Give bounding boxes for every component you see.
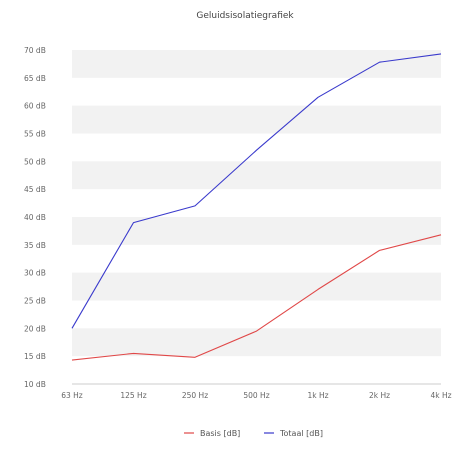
- legend-label: Basis [dB]: [200, 429, 240, 438]
- series-line-basis: [71, 234, 442, 361]
- grid-band: [72, 50, 441, 78]
- y-tick-label: 40 dB: [24, 213, 46, 222]
- x-tick-label: 500 Hz: [243, 391, 269, 400]
- y-tick-label: 20 dB: [24, 324, 46, 333]
- y-tick-label: 30 dB: [24, 269, 46, 278]
- grid-bands: [72, 50, 441, 357]
- x-tick-label: 63 Hz: [61, 391, 83, 400]
- grid-band: [72, 328, 441, 357]
- x-tick-label: 250 Hz: [182, 391, 208, 400]
- x-axis-ticks: 63 Hz 125 Hz 250 Hz 500 Hz 1k Hz 2k Hz 4k Hz: [61, 391, 451, 400]
- x-tick-label: 2k Hz: [369, 391, 390, 400]
- y-tick-label: 35 dB: [24, 241, 46, 250]
- grid-band: [72, 217, 441, 245]
- y-tick-label: 55 dB: [24, 130, 46, 139]
- grid-band: [72, 272, 441, 301]
- x-tick-label: 125 Hz: [120, 391, 146, 400]
- x-tick-label: 4k Hz: [430, 391, 451, 400]
- y-tick-label: 50 dB: [24, 157, 46, 166]
- y-tick-label: 65 dB: [24, 74, 46, 83]
- y-axis-ticks: 10 dB 15 dB 20 dB 25 dB 30 dB 35 dB 40 dB 45 dB…: [24, 46, 46, 389]
- grid-band: [72, 105, 441, 134]
- y-tick-label: 45 dB: [24, 185, 46, 194]
- legend-label: Totaal [dB]: [279, 429, 323, 438]
- grid-band: [72, 161, 441, 190]
- series-line-totaal: [71, 53, 442, 329]
- legend-item-totaal[interactable]: Totaal [dB]: [264, 429, 323, 438]
- y-tick-label: 70 dB: [24, 46, 46, 55]
- y-tick-label: 10 dB: [24, 380, 46, 389]
- x-tick-label: 1k Hz: [307, 391, 328, 400]
- series-lines: [71, 53, 442, 361]
- y-tick-label: 15 dB: [24, 352, 46, 361]
- chart-title: Geluidsisolatiegrafiek: [196, 11, 294, 21]
- y-tick-label: 25 dB: [24, 297, 46, 306]
- y-tick-label: 60 dB: [24, 102, 46, 111]
- legend[interactable]: Basis [dB] Totaal [dB]: [184, 429, 323, 438]
- legend-item-basis[interactable]: Basis [dB]: [184, 429, 240, 438]
